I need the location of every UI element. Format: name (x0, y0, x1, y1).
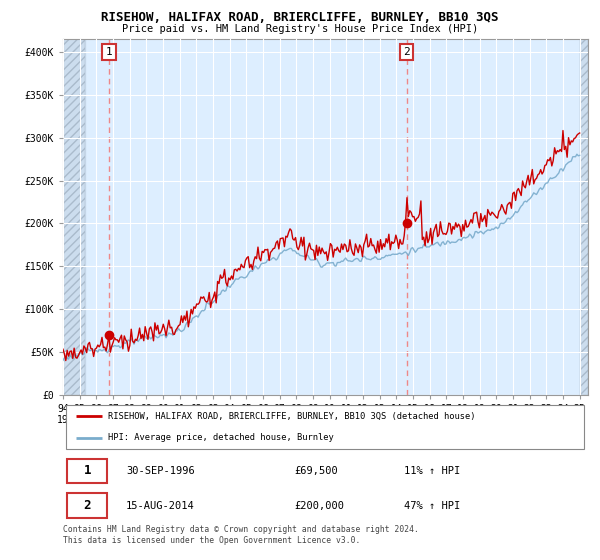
Text: 15-AUG-2014: 15-AUG-2014 (126, 501, 195, 511)
Text: RISEHOW, HALIFAX ROAD, BRIERCLIFFE, BURNLEY, BB10 3QS (detached house): RISEHOW, HALIFAX ROAD, BRIERCLIFFE, BURN… (107, 412, 475, 421)
Text: 2: 2 (83, 499, 91, 512)
Text: 1: 1 (106, 47, 112, 57)
Bar (63, 39, 85, 395)
Text: Price paid vs. HM Land Registry's House Price Index (HPI): Price paid vs. HM Land Registry's House … (122, 24, 478, 34)
Text: 11% ↑ HPI: 11% ↑ HPI (404, 466, 461, 476)
Bar (580, 39, 588, 395)
Text: RISEHOW, HALIFAX ROAD, BRIERCLIFFE, BURNLEY, BB10 3QS: RISEHOW, HALIFAX ROAD, BRIERCLIFFE, BURN… (101, 11, 499, 24)
Text: 1: 1 (83, 464, 91, 478)
Text: 2: 2 (403, 47, 410, 57)
Text: HPI: Average price, detached house, Burnley: HPI: Average price, detached house, Burn… (107, 433, 334, 442)
Text: £69,500: £69,500 (294, 466, 338, 476)
FancyBboxPatch shape (65, 405, 584, 449)
Text: 47% ↑ HPI: 47% ↑ HPI (404, 501, 461, 511)
FancyBboxPatch shape (67, 493, 107, 518)
Text: £200,000: £200,000 (294, 501, 344, 511)
Text: 30-SEP-1996: 30-SEP-1996 (126, 466, 195, 476)
FancyBboxPatch shape (67, 459, 107, 483)
Text: Contains HM Land Registry data © Crown copyright and database right 2024.
This d: Contains HM Land Registry data © Crown c… (63, 525, 419, 545)
